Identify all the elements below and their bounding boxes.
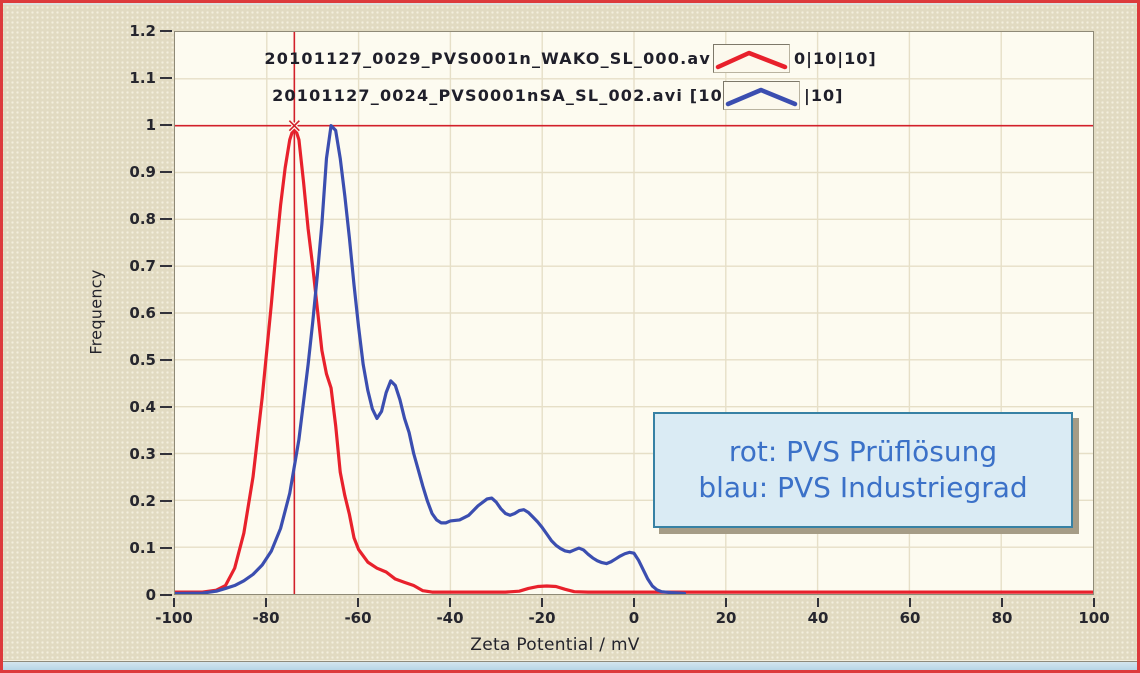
y-axis-tick bbox=[160, 218, 172, 220]
x-axis-tick bbox=[1001, 598, 1003, 607]
x-axis-title: Zeta Potential / mV bbox=[470, 635, 640, 655]
legend-suffix-red: 0|10|10] bbox=[794, 49, 877, 68]
y-axis-tick-label: 0.7 bbox=[129, 257, 156, 275]
plot-area[interactable] bbox=[174, 31, 1094, 595]
x-axis-tick bbox=[817, 598, 819, 607]
red-curve-icon bbox=[715, 50, 788, 70]
y-axis-tick bbox=[160, 453, 172, 455]
red-series-curve bbox=[175, 124, 1093, 594]
y-axis-tick-label: 0.9 bbox=[129, 163, 156, 181]
x-axis-tick-label: -40 bbox=[436, 609, 464, 627]
annotation-line-2: blau: PVS Industriegrad bbox=[698, 471, 1028, 504]
y-axis-tick bbox=[160, 406, 172, 408]
blue-series-curve bbox=[175, 124, 687, 594]
y-axis-tick bbox=[160, 77, 172, 79]
legend-suffix-blue: |10] bbox=[804, 86, 844, 105]
bottom-strip bbox=[3, 661, 1137, 670]
y-axis-tick-label: 0.4 bbox=[129, 398, 156, 416]
y-axis-tick bbox=[160, 312, 172, 314]
y-axis-tick bbox=[160, 359, 172, 361]
y-axis-tick-label: 0.5 bbox=[129, 351, 156, 369]
y-axis-tick-label: 1.2 bbox=[129, 22, 156, 40]
blue-curve-icon bbox=[725, 87, 798, 107]
y-axis-tick-label: 0.6 bbox=[129, 304, 156, 322]
annotation-line-1: rot: PVS Prüflösung bbox=[728, 435, 998, 468]
y-axis-tick bbox=[160, 547, 172, 549]
x-axis-tick-label: 40 bbox=[807, 609, 829, 627]
x-axis-tick bbox=[725, 598, 727, 607]
legend-sample-blue[interactable] bbox=[723, 81, 800, 110]
y-axis-tick-label: 0.1 bbox=[129, 539, 156, 557]
x-axis-tick-label: -60 bbox=[344, 609, 372, 627]
x-axis-tick-label: 20 bbox=[715, 609, 737, 627]
y-axis-tick bbox=[160, 124, 172, 126]
y-axis-tick-label: 0.8 bbox=[129, 210, 156, 228]
y-axis-tick-label: 0.2 bbox=[129, 492, 156, 510]
cursor-marker[interactable] bbox=[288, 120, 300, 132]
y-axis-tick-label: 0 bbox=[145, 586, 156, 604]
x-axis-tick-label: 60 bbox=[899, 609, 921, 627]
annotation-box: rot: PVS Prüflösung blau: PVS Industrieg… bbox=[653, 412, 1073, 528]
y-axis-tick bbox=[160, 265, 172, 267]
x-axis-tick bbox=[633, 598, 635, 607]
y-axis-tick bbox=[160, 30, 172, 32]
x-axis-tick bbox=[173, 598, 175, 607]
x-axis-tick bbox=[265, 598, 267, 607]
y-axis-tick bbox=[160, 171, 172, 173]
legend-sample-red[interactable] bbox=[713, 44, 790, 73]
x-axis-tick bbox=[1093, 598, 1095, 607]
x-axis-tick-label: -100 bbox=[155, 609, 193, 627]
x-axis-tick-label: -20 bbox=[528, 609, 556, 627]
x-axis-tick-label: -80 bbox=[252, 609, 280, 627]
y-axis-tick-label: 1 bbox=[145, 116, 156, 134]
x-axis-tick-label: 100 bbox=[1078, 609, 1110, 627]
x-axis-tick bbox=[449, 598, 451, 607]
window-inner-highlight bbox=[3, 3, 1137, 5]
y-axis-tick-label: 0.3 bbox=[129, 445, 156, 463]
y-axis-tick bbox=[160, 594, 172, 596]
x-axis-tick bbox=[541, 598, 543, 607]
x-axis-tick-label: 0 bbox=[628, 609, 640, 627]
y-axis-tick-label: 1.1 bbox=[129, 69, 156, 87]
y-axis-tick bbox=[160, 500, 172, 502]
x-axis-tick bbox=[357, 598, 359, 607]
x-axis-tick bbox=[909, 598, 911, 607]
x-axis-tick-label: 80 bbox=[991, 609, 1013, 627]
